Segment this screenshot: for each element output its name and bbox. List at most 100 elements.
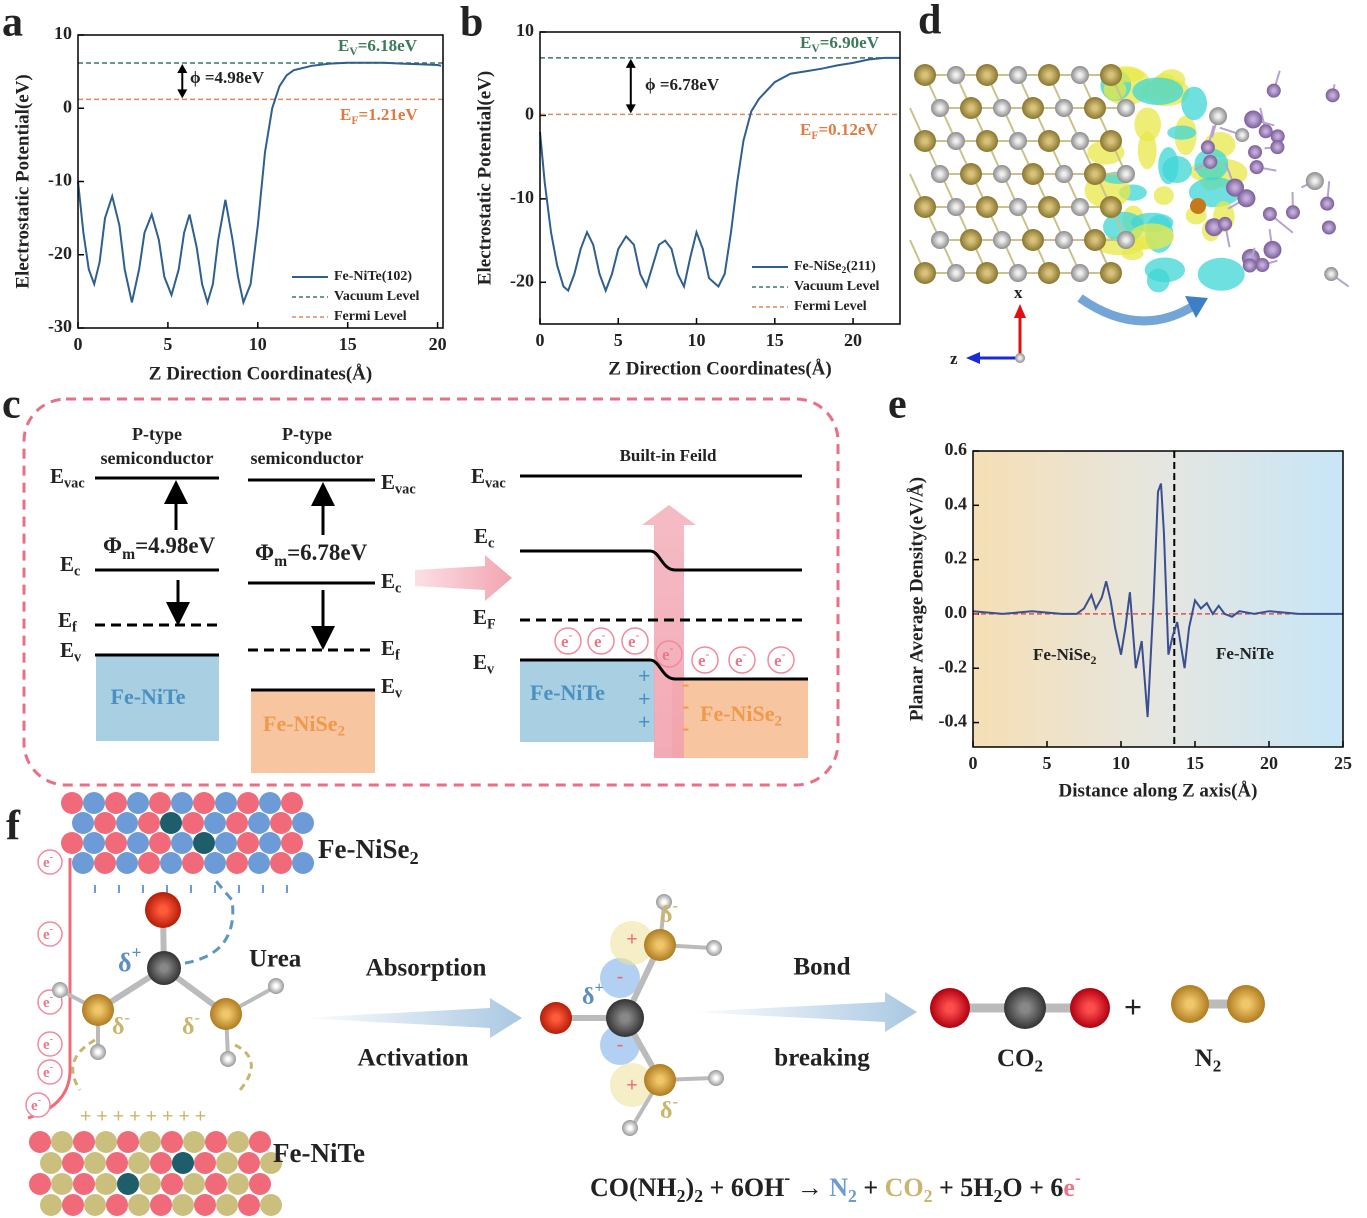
- text-part: δ: [118, 948, 132, 977]
- atom: [1055, 165, 1073, 183]
- atom: [117, 1173, 139, 1195]
- y-tick-label: -20: [510, 270, 534, 290]
- atom: [1071, 132, 1089, 150]
- atom: [1071, 264, 1089, 282]
- text-part: δ: [182, 1014, 194, 1040]
- text-part: E: [800, 33, 811, 52]
- arrow-head: [625, 58, 636, 68]
- atom: [127, 832, 149, 854]
- atom: [706, 940, 722, 956]
- atom: [1084, 163, 1106, 185]
- y-tick-label: 0.0: [945, 602, 968, 622]
- text-part: E: [60, 638, 74, 662]
- level: [520, 658, 808, 681]
- axis-label: x: [1014, 283, 1023, 302]
- y-axis-label: Electrostatic Potential(eV): [12, 74, 33, 288]
- charge: +: [626, 1075, 637, 1097]
- atom: [268, 978, 284, 994]
- atom: [226, 852, 248, 874]
- electron: [37, 1031, 63, 1057]
- atom: [145, 892, 181, 928]
- label: Ef: [58, 608, 77, 636]
- text-part: c: [395, 581, 401, 597]
- charge: +: [626, 929, 637, 951]
- x-tick-label: 25: [1334, 753, 1352, 773]
- y-tick-label: -20: [48, 243, 72, 263]
- text-part: e: [43, 855, 50, 871]
- charge-density: [1134, 107, 1162, 142]
- electron-label: e-: [561, 629, 573, 651]
- text-part: CO: [997, 1045, 1035, 1072]
- atom: [194, 1194, 216, 1216]
- text-part: 2: [1213, 1056, 1222, 1075]
- atom: [171, 832, 193, 854]
- atom: [270, 812, 292, 834]
- atom: [914, 64, 936, 86]
- y-tick-label: 10: [516, 20, 534, 40]
- x-tick-label: 5: [1043, 753, 1052, 773]
- atom: [1320, 196, 1335, 211]
- text-part: E: [471, 464, 485, 488]
- text-part: -: [672, 1091, 677, 1110]
- label: Φm=6.78eV: [255, 540, 368, 569]
- delta: δ-: [112, 1007, 130, 1039]
- text-part: =6.18eV: [358, 36, 418, 55]
- annotation: Fe-NiSe2: [1033, 645, 1097, 667]
- atom: [914, 130, 936, 152]
- text-part: E: [381, 674, 395, 698]
- atom: [1209, 107, 1228, 126]
- label: Ev: [473, 650, 495, 678]
- label: Ec: [60, 552, 80, 580]
- plus: +: [1124, 988, 1142, 1024]
- electron: [37, 849, 63, 875]
- legend-label: Fermi Level: [334, 309, 407, 324]
- text-part: E: [474, 524, 488, 548]
- atom: [1270, 140, 1285, 155]
- text-part: E: [60, 552, 74, 576]
- text-part: δ: [660, 902, 672, 928]
- annotation: EF=0.12eV: [800, 120, 878, 142]
- electron-label: e-: [43, 1034, 54, 1053]
- text-part: CO(NH: [590, 1173, 677, 1202]
- charge-density: [1167, 125, 1197, 140]
- transfer-arrow: [1077, 294, 1198, 326]
- atom: [161, 1173, 183, 1195]
- arrow-head: [1014, 304, 1026, 318]
- atom: [237, 832, 259, 854]
- text-part: e: [774, 651, 782, 670]
- text-part: -: [38, 1095, 42, 1106]
- text-part: -: [672, 895, 677, 914]
- text-part: -: [636, 629, 640, 642]
- atom: [976, 196, 998, 218]
- charge: -: [617, 1034, 624, 1056]
- text-part: e: [31, 1098, 38, 1114]
- text-part: →: [790, 1173, 829, 1202]
- electron-label: e-: [735, 648, 747, 670]
- label: P-type: [132, 424, 182, 444]
- atom: [1100, 196, 1122, 218]
- atom: [183, 1131, 205, 1153]
- text-part: O + 6: [1002, 1173, 1063, 1202]
- level: [520, 549, 802, 572]
- atom: [1117, 99, 1135, 117]
- axis-origin: [1015, 353, 1025, 363]
- delta: δ-: [660, 1091, 678, 1123]
- text-part: E: [473, 650, 487, 674]
- text-part: δ: [112, 1014, 124, 1040]
- label: Built-in Feild: [620, 446, 717, 465]
- atom: [1258, 124, 1273, 139]
- delta: δ-: [660, 895, 678, 927]
- y-axis-label: Planar Average Density(eV/Å): [906, 477, 927, 721]
- atom: [150, 1152, 172, 1174]
- atom: [128, 1152, 150, 1174]
- atom: [1190, 198, 1206, 214]
- text-part: e: [662, 645, 670, 664]
- atom: [172, 1152, 194, 1174]
- atom: [1071, 198, 1089, 216]
- plot-frame: [539, 31, 901, 325]
- label: Ec: [474, 524, 494, 552]
- label: Evac: [381, 470, 416, 498]
- text-part: E: [473, 605, 487, 629]
- x-tick-label: 5: [614, 330, 623, 350]
- atom: [914, 196, 936, 218]
